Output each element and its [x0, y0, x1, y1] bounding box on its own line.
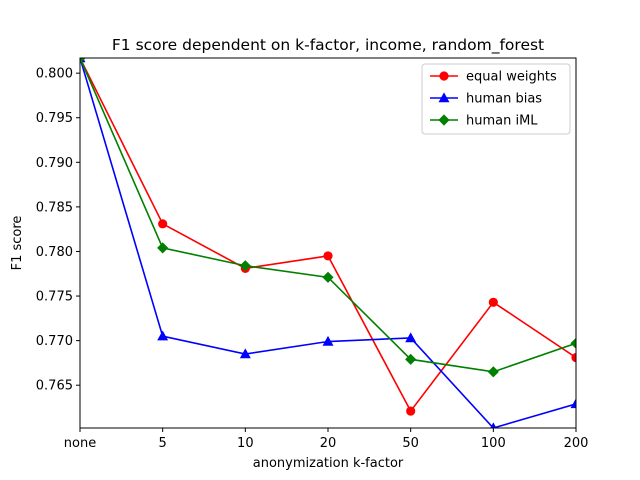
legend-label: equal weights [466, 70, 557, 85]
data-point [239, 260, 251, 272]
y-tick-label: 0.790 [36, 156, 73, 171]
y-axis-label: F1 score [10, 216, 25, 271]
series-2 [80, 58, 576, 378]
data-point [570, 398, 576, 409]
x-tick-label: 10 [237, 436, 254, 451]
y-tick-label: 0.785 [36, 200, 73, 215]
y-axis: 0.765 0.770 0.775 0.780 0.785 0.790 0.795 0.800 [36, 67, 80, 394]
legend-label: human iML [466, 114, 538, 129]
legend-marker [438, 114, 450, 126]
x-axis: none 5 10 20 50 100 200 [64, 428, 589, 451]
data-point [322, 335, 334, 346]
data-point [80, 58, 86, 64]
chart-title: F1 score dependent on k-factor, income, … [112, 36, 544, 55]
data-point [323, 251, 333, 261]
legend-box [421, 63, 571, 135]
data-point [487, 366, 499, 378]
x-tick-label: 20 [320, 436, 337, 451]
legend-item: equal weights [430, 70, 557, 85]
x-axis-label: anonymization k-factor [253, 456, 404, 471]
legend: equal weights human bias human iML [421, 63, 571, 135]
data-point [158, 219, 168, 229]
x-tick-label: 5 [159, 436, 167, 451]
data-point [406, 406, 416, 416]
legend-marker [439, 71, 449, 81]
y-tick-label: 0.795 [36, 111, 73, 126]
legend-label: human bias [466, 92, 542, 107]
legend-item: human bias [430, 92, 542, 107]
data-point [405, 332, 417, 343]
data-point [570, 337, 576, 349]
y-tick-label: 0.765 [36, 379, 73, 394]
x-tick-label: 100 [481, 436, 506, 451]
y-tick-label: 0.800 [36, 67, 73, 82]
legend-marker [438, 92, 450, 103]
plot-area [79, 57, 577, 429]
x-tick-label: none [64, 436, 96, 451]
x-tick-label: 200 [564, 436, 589, 451]
data-point [157, 330, 169, 341]
legend-item: human iML [430, 114, 538, 129]
data-point [488, 297, 498, 307]
data-point [322, 271, 334, 283]
y-tick-label: 0.780 [36, 245, 73, 260]
y-tick-label: 0.770 [36, 334, 73, 349]
y-tick-label: 0.775 [36, 290, 73, 305]
data-point [157, 242, 169, 254]
data-point [405, 353, 417, 365]
x-tick-label: 50 [402, 436, 419, 451]
data-point [239, 348, 251, 359]
